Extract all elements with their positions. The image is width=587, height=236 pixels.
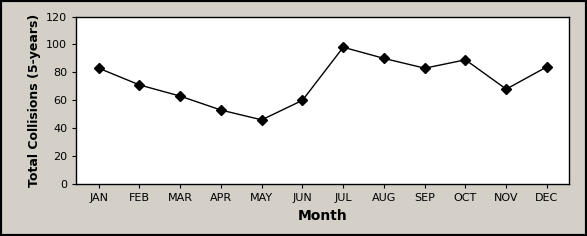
Y-axis label: Total Collisions (5-years): Total Collisions (5-years) [28,14,41,187]
X-axis label: Month: Month [298,209,348,223]
